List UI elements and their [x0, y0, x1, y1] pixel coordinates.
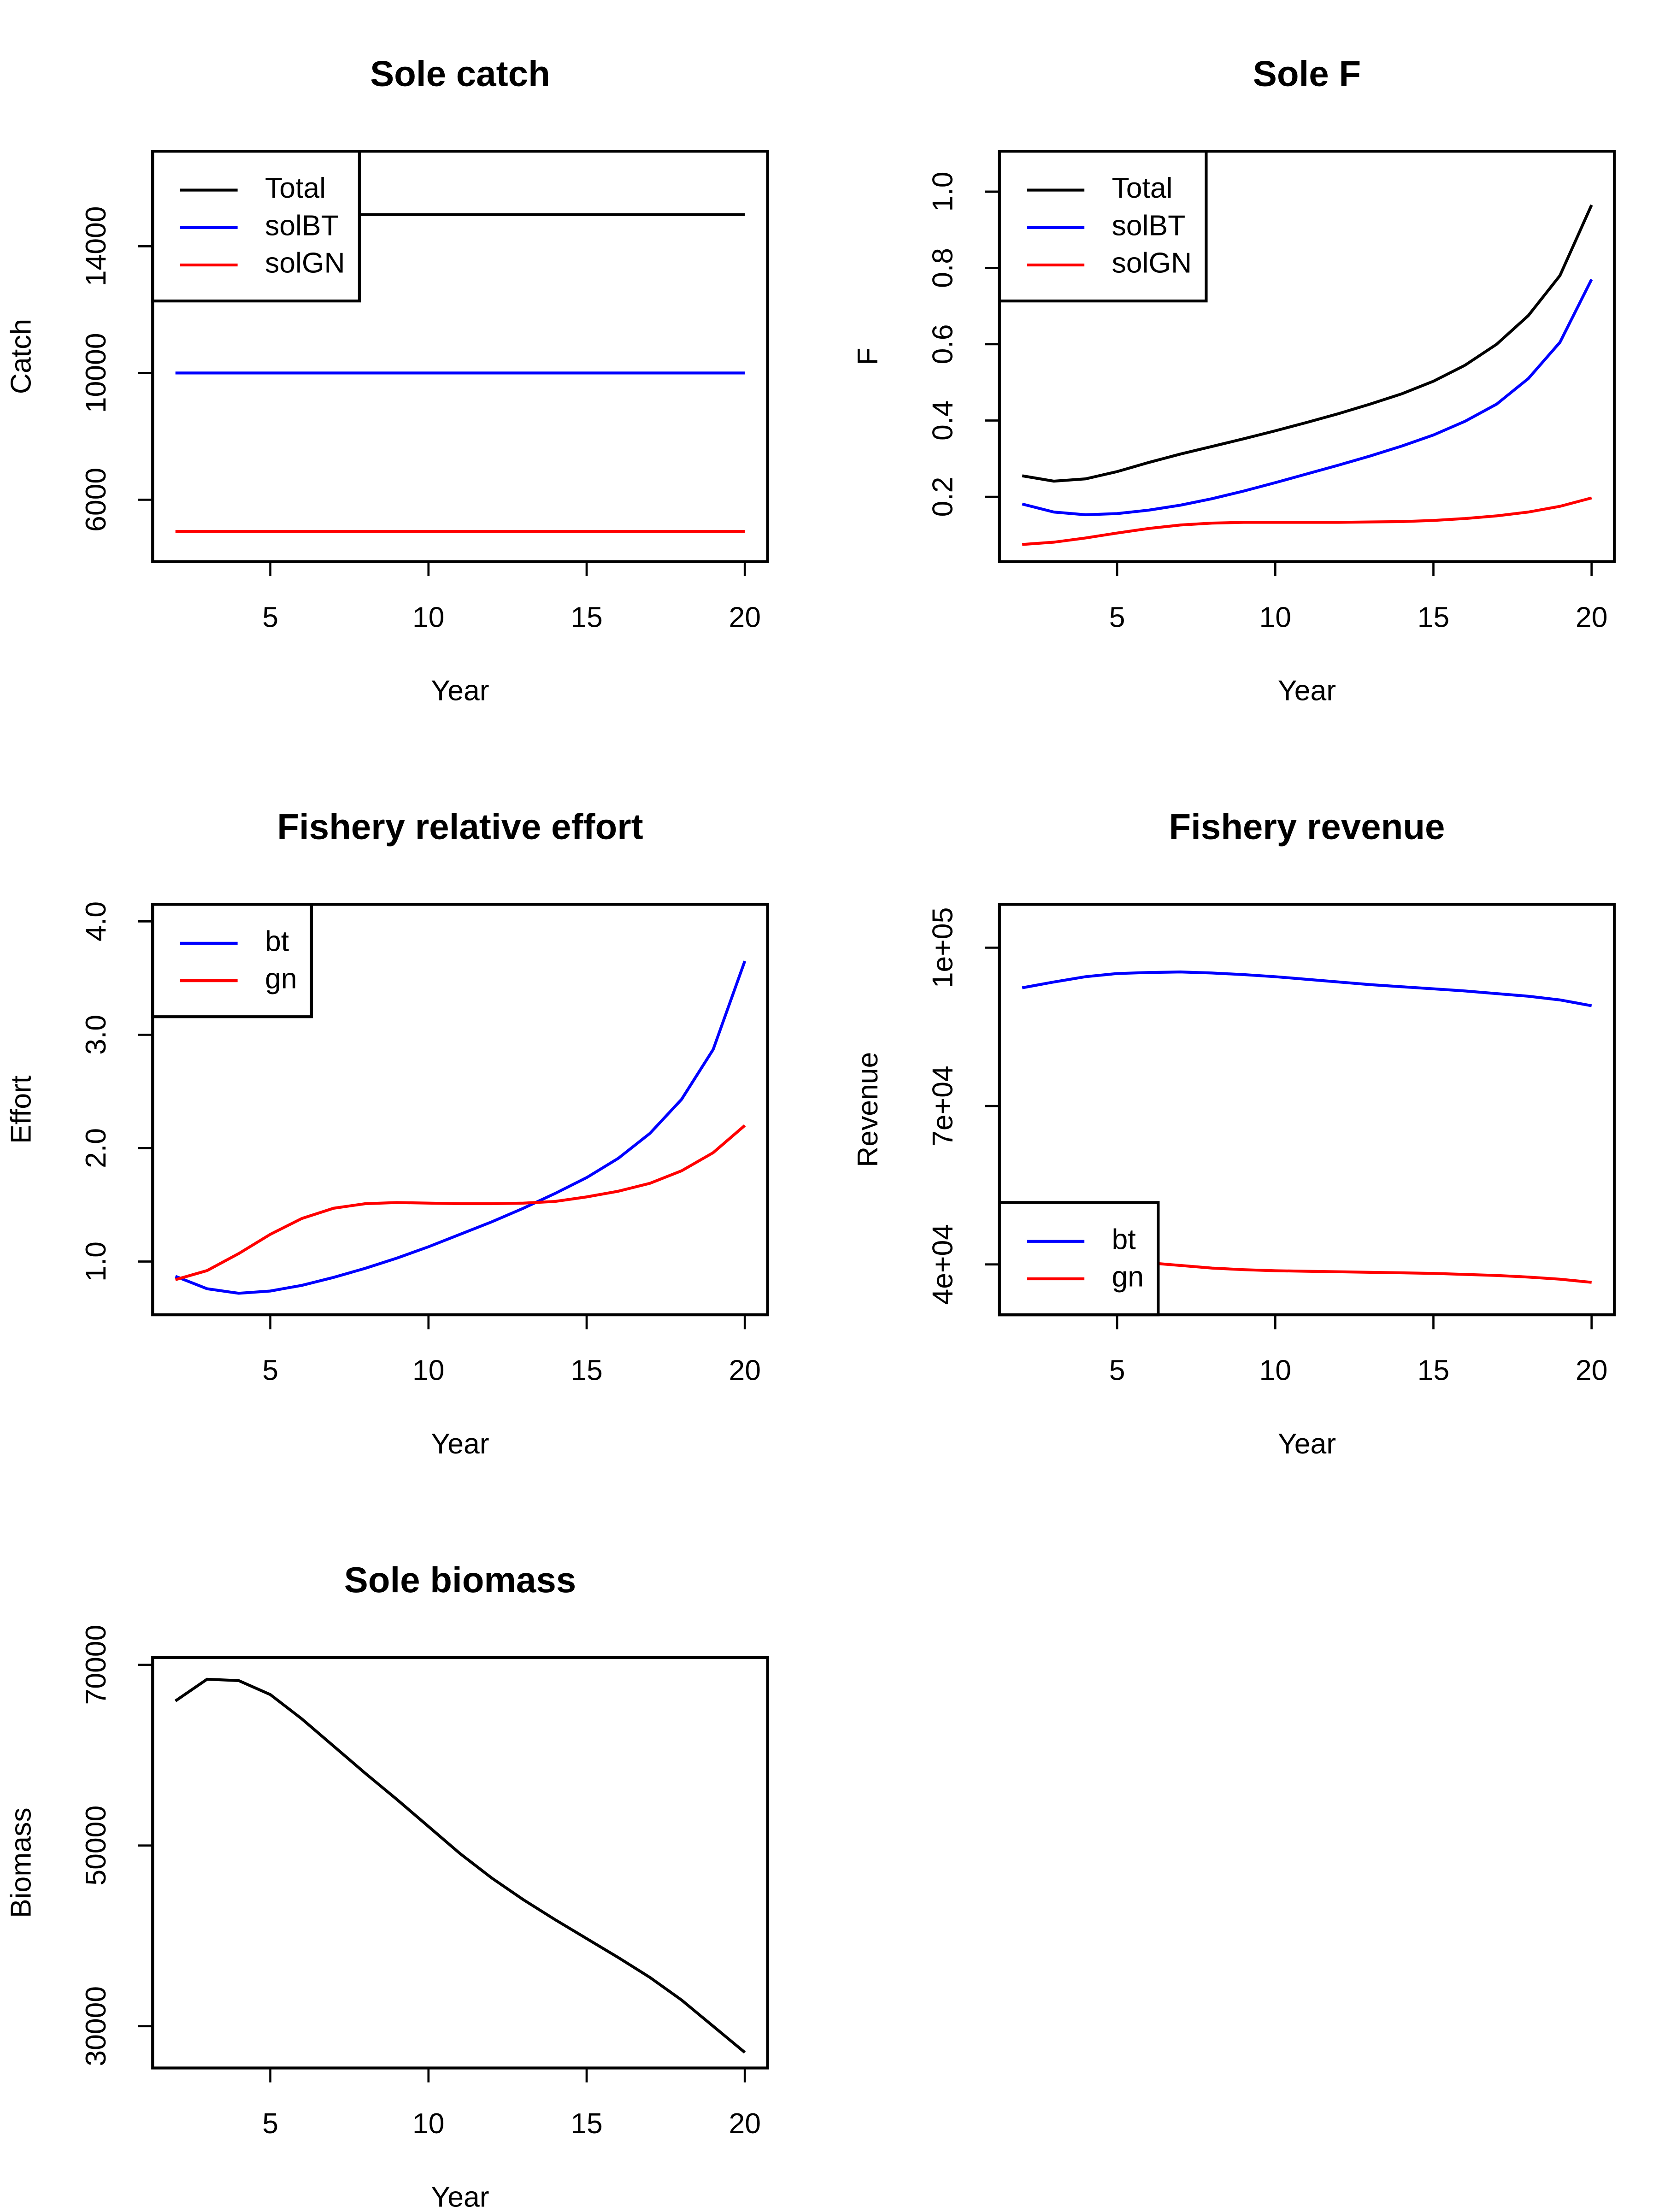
x-tick-label: 5	[262, 2107, 278, 2140]
plot-frame	[998, 903, 1616, 1317]
y-axis-label: Biomass	[5, 1807, 37, 1918]
x-tick-label: 5	[262, 601, 278, 633]
series-line	[174, 1677, 746, 2054]
x-tick-label: 10	[1259, 1354, 1292, 1387]
legend-box	[151, 903, 313, 1018]
series-line	[1022, 278, 1593, 517]
legend: bt gn	[998, 1201, 1160, 1317]
plot-frame	[998, 150, 1616, 563]
x-tick-label: 20	[1576, 601, 1608, 633]
x-tick-label: 10	[1259, 601, 1292, 633]
chart-title: Fishery relative effort	[277, 806, 643, 847]
legend-label: solBT	[265, 209, 339, 241]
y-axis-label: F	[852, 347, 884, 365]
x-tick-label: 15	[571, 601, 603, 633]
plot-frame	[151, 903, 769, 1317]
legend-label: Total	[1112, 172, 1173, 204]
y-axis-label: Effort	[5, 1076, 37, 1144]
legend-label: bt	[265, 925, 289, 957]
y-tick-label: 1e+05	[927, 907, 959, 988]
x-tick-label: 15	[571, 2107, 603, 2140]
y-tick-label: 6000	[80, 468, 112, 532]
legend: Total solBT solGN	[151, 150, 361, 303]
y-tick-label: 70000	[80, 1625, 112, 1705]
panel: Sole biomass Year Biomass 5 10 15 20 30000 50000…	[5, 1559, 769, 2212]
legend-label: solGN	[1112, 247, 1192, 279]
panel: Fishery relative effort Year Effort 5 10 15 20…	[5, 806, 769, 1460]
x-tick-label: 20	[729, 2107, 761, 2140]
series-line	[175, 1124, 746, 1281]
series-line	[1022, 204, 1593, 483]
x-tick-label: 10	[412, 1354, 445, 1387]
legend-label: solBT	[1112, 209, 1186, 241]
y-tick-label: 1.0	[927, 171, 959, 212]
x-tick-label: 15	[1418, 601, 1450, 633]
x-tick-label: 10	[412, 601, 445, 633]
y-tick-label: 0.2	[927, 477, 959, 517]
x-tick-label: 15	[1418, 1354, 1450, 1387]
series-line	[1022, 496, 1592, 546]
legend-label: gn	[1112, 1261, 1144, 1293]
y-tick-label: 3.0	[80, 1015, 112, 1055]
panel: Fishery revenue Year Revenue 5 10 15 20 4e+04 7e…	[852, 806, 1616, 1460]
plot-frame	[151, 150, 769, 563]
x-axis-label: Year	[431, 2181, 489, 2212]
y-tick-label: 0.4	[927, 400, 959, 441]
panel: Sole catch Year Catch 5 10 15 20 6000 10000 14000…	[5, 53, 769, 707]
chart-title: Sole biomass	[344, 1559, 577, 1600]
x-tick-label: 5	[1109, 1354, 1125, 1387]
y-tick-label: 4.0	[80, 901, 112, 941]
plot-frame	[151, 1656, 769, 2070]
y-tick-label: 50000	[80, 1806, 112, 1886]
legend-label: solGN	[265, 247, 345, 279]
y-axis-label: Revenue	[852, 1052, 884, 1167]
y-tick-label: 0.6	[927, 324, 959, 365]
legend-label: gn	[265, 963, 297, 995]
x-axis-label: Year	[1278, 1428, 1336, 1460]
y-tick-label: 10000	[80, 333, 112, 413]
x-tick-label: 20	[729, 1354, 761, 1387]
legend: Total solBT solGN	[998, 150, 1208, 303]
legend: bt gn	[151, 903, 313, 1018]
x-tick-label: 20	[1576, 1354, 1608, 1387]
x-tick-label: 15	[571, 1354, 603, 1387]
panel: Sole F Year F 5 10 15 20 0.2 0.4 0.6 0.8 1.0 Total so…	[852, 53, 1616, 707]
x-tick-label: 5	[262, 1354, 278, 1387]
series-line	[1022, 970, 1592, 1007]
y-tick-label: 0.8	[927, 248, 959, 288]
y-tick-label: 7e+04	[927, 1065, 959, 1147]
chart-title: Sole F	[1253, 53, 1361, 94]
x-tick-label: 20	[729, 601, 761, 633]
y-tick-label: 14000	[80, 206, 112, 286]
chart-title: Fishery revenue	[1169, 806, 1445, 847]
y-tick-label: 4e+04	[927, 1224, 959, 1305]
series-line	[175, 960, 747, 1295]
x-axis-label: Year	[431, 1428, 489, 1460]
x-axis-label: Year	[431, 675, 489, 707]
x-tick-label: 10	[412, 2107, 445, 2140]
y-tick-label: 30000	[80, 1986, 112, 2066]
legend-label: bt	[1112, 1223, 1136, 1255]
y-axis-label: Catch	[5, 319, 37, 394]
x-tick-label: 5	[1109, 601, 1125, 633]
legend-label: Total	[265, 172, 326, 204]
legend-box	[998, 1201, 1160, 1317]
y-tick-label: 1.0	[80, 1241, 112, 1282]
x-axis-label: Year	[1278, 675, 1336, 707]
y-tick-label: 2.0	[80, 1128, 112, 1168]
chart-title: Sole catch	[370, 53, 550, 94]
